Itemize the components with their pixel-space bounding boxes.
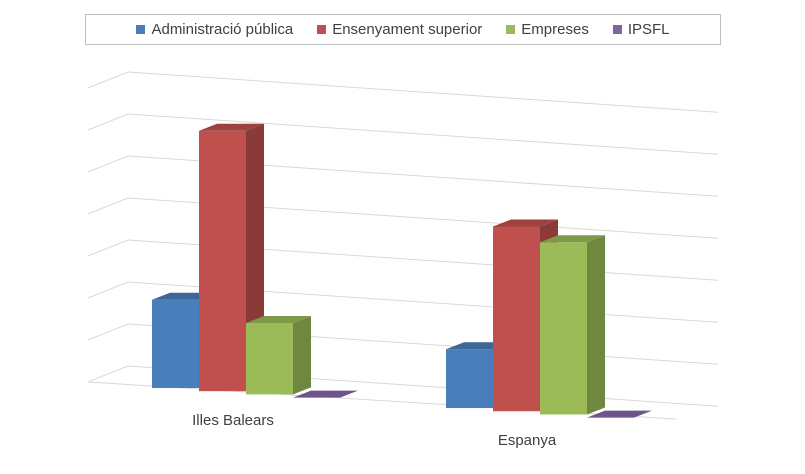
legend-label: Empreses: [521, 21, 589, 38]
bar-group-2: [446, 219, 652, 418]
legend-label: IPSFL: [627, 21, 670, 38]
gridline: [87, 155, 719, 197]
legend-item-2: Ensenyament superior: [317, 21, 482, 38]
category-label: Espanya: [498, 432, 557, 449]
legend-swatch: [317, 25, 327, 34]
legend-label: Ensenyament superior: [332, 21, 483, 38]
gridline: [87, 113, 719, 155]
legend-swatch: [612, 25, 622, 34]
legend: Administració pública Ensenyament superio…: [85, 14, 721, 45]
bar: [246, 315, 311, 395]
legend-item-3: Empreses: [506, 21, 589, 38]
bar: [540, 235, 605, 415]
bar-group-1: [152, 123, 358, 398]
legend-item-4: IPSFL: [612, 21, 670, 38]
gridline: [87, 71, 719, 113]
gridline: [87, 239, 719, 281]
gridline: [87, 197, 719, 239]
legend-item-1: Administració pública: [136, 21, 293, 38]
bar: [587, 410, 652, 418]
category-label: Illes Balears: [192, 412, 274, 429]
bar: [293, 390, 358, 398]
legend-swatch: [506, 25, 516, 34]
legend-label: Administració pública: [151, 21, 294, 38]
legend-swatch: [136, 25, 146, 34]
